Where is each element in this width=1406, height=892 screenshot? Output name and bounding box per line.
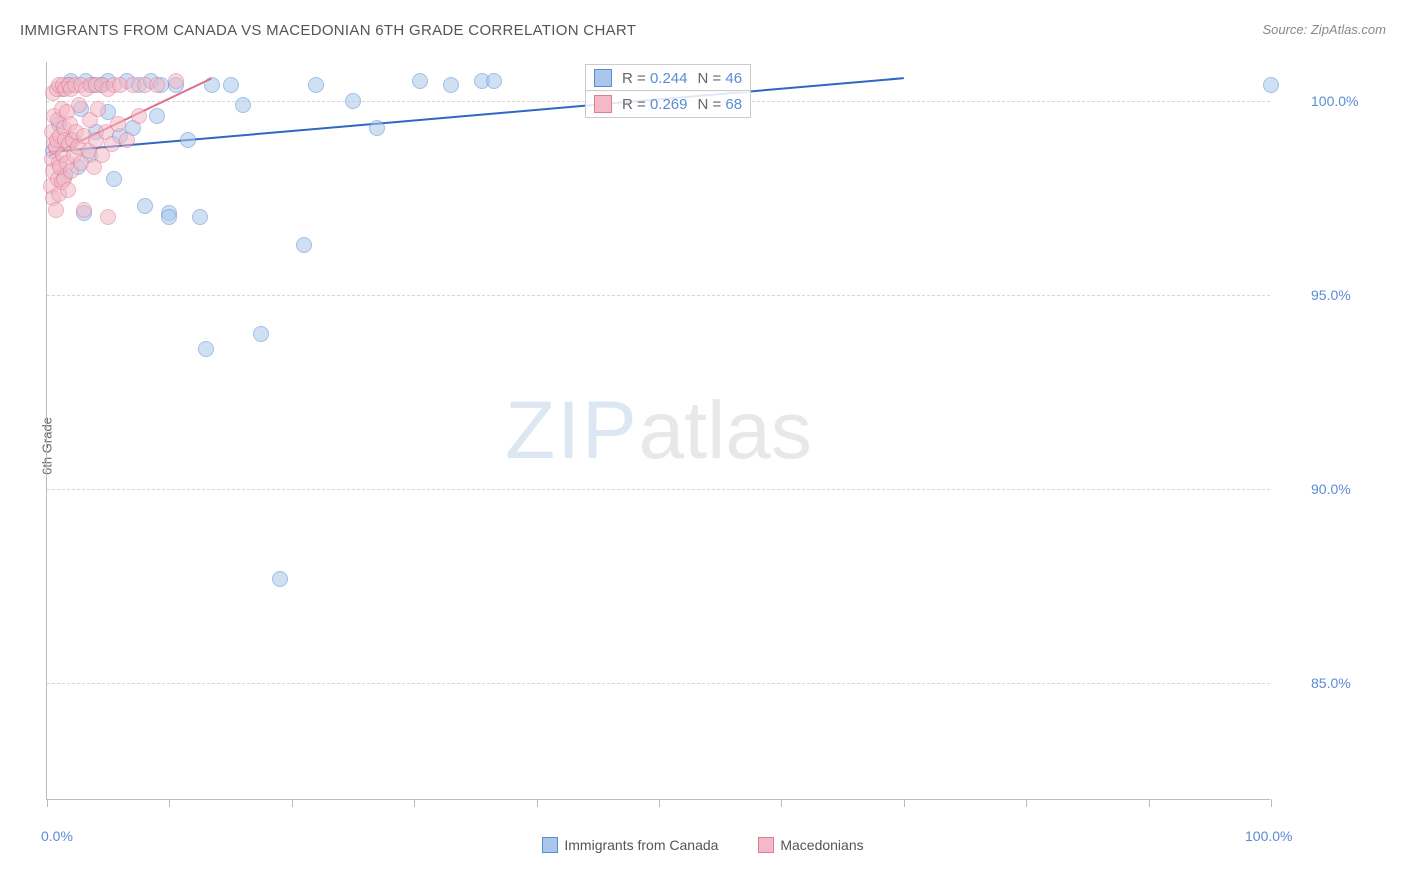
stats-box-series-1: R = 0.269 N = 68 bbox=[585, 90, 751, 118]
data-point bbox=[1263, 77, 1279, 93]
watermark: ZIPatlas bbox=[505, 384, 812, 478]
watermark-right: atlas bbox=[639, 385, 812, 476]
source-prefix: Source: bbox=[1262, 22, 1310, 37]
x-tick bbox=[169, 799, 170, 807]
data-point bbox=[100, 209, 116, 225]
data-point bbox=[110, 116, 126, 132]
data-point bbox=[412, 73, 428, 89]
data-point bbox=[296, 237, 312, 253]
data-point bbox=[131, 108, 147, 124]
legend-item-series-1: Macedonians bbox=[758, 837, 863, 853]
data-point bbox=[119, 132, 135, 148]
y-tick-label: 100.0% bbox=[1311, 93, 1358, 109]
gridline bbox=[47, 683, 1270, 684]
stats-box-series-0: R = 0.244 N = 46 bbox=[585, 64, 751, 92]
legend-swatch-icon bbox=[758, 837, 774, 853]
data-point bbox=[168, 73, 184, 89]
stats-n: N = 46 bbox=[697, 70, 742, 87]
y-tick-label: 85.0% bbox=[1311, 675, 1351, 691]
gridline bbox=[47, 489, 1270, 490]
data-point bbox=[369, 120, 385, 136]
data-point bbox=[345, 93, 361, 109]
source-attribution: Source: ZipAtlas.com bbox=[1262, 22, 1386, 37]
data-point bbox=[192, 209, 208, 225]
watermark-left: ZIP bbox=[505, 385, 639, 476]
x-tick bbox=[781, 799, 782, 807]
stats-swatch-icon bbox=[594, 95, 612, 113]
data-point bbox=[71, 97, 87, 113]
stats-r: R = 0.244 bbox=[622, 70, 687, 87]
data-point bbox=[272, 571, 288, 587]
stats-r: R = 0.269 bbox=[622, 96, 687, 113]
legend: Immigrants from Canada Macedonians bbox=[0, 837, 1406, 856]
x-tick bbox=[537, 799, 538, 807]
chart-title: IMMIGRANTS FROM CANADA VS MACEDONIAN 6TH… bbox=[20, 22, 636, 39]
x-tick bbox=[904, 799, 905, 807]
gridline bbox=[47, 295, 1270, 296]
legend-label: Immigrants from Canada bbox=[564, 837, 718, 853]
data-point bbox=[48, 202, 64, 218]
legend-label: Macedonians bbox=[780, 837, 863, 853]
x-tick bbox=[659, 799, 660, 807]
data-point bbox=[104, 136, 120, 152]
data-point bbox=[223, 77, 239, 93]
data-point bbox=[308, 77, 324, 93]
stats-swatch-icon bbox=[594, 69, 612, 87]
data-point bbox=[486, 73, 502, 89]
data-point bbox=[137, 198, 153, 214]
legend-swatch-icon bbox=[542, 837, 558, 853]
scatter-plot-area: ZIPatlas 100.0%95.0%90.0%85.0%0.0%100.0%… bbox=[46, 62, 1270, 800]
data-point bbox=[235, 97, 251, 113]
data-point bbox=[149, 77, 165, 93]
y-tick-label: 90.0% bbox=[1311, 481, 1351, 497]
data-point bbox=[161, 209, 177, 225]
y-tick-label: 95.0% bbox=[1311, 287, 1351, 303]
x-tick bbox=[292, 799, 293, 807]
data-point bbox=[106, 171, 122, 187]
x-tick bbox=[414, 799, 415, 807]
stats-n: N = 68 bbox=[697, 96, 742, 113]
x-tick bbox=[1271, 799, 1272, 807]
source-name: ZipAtlas.com bbox=[1311, 22, 1386, 37]
x-tick bbox=[1026, 799, 1027, 807]
data-point bbox=[443, 77, 459, 93]
data-point bbox=[90, 101, 106, 117]
data-point bbox=[76, 202, 92, 218]
data-point bbox=[180, 132, 196, 148]
data-point bbox=[253, 326, 269, 342]
data-point bbox=[149, 108, 165, 124]
data-point bbox=[198, 341, 214, 357]
x-tick bbox=[47, 799, 48, 807]
x-tick bbox=[1149, 799, 1150, 807]
legend-item-series-0: Immigrants from Canada bbox=[542, 837, 718, 853]
data-point bbox=[60, 182, 76, 198]
